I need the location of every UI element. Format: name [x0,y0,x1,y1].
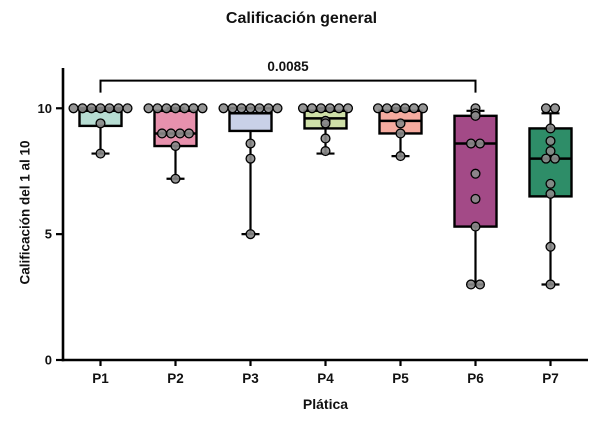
data-point [545,241,556,252]
y-tick-label: 5 [45,227,52,242]
data-point [545,146,556,157]
data-point [545,135,556,147]
data-point [474,138,486,149]
data-point [77,103,88,114]
data-point [540,153,552,164]
x-tick-label: P4 [317,371,334,386]
data-point [320,133,331,144]
data-point [245,103,256,114]
data-point [395,151,406,162]
significance-p-value: 0.0085 [267,59,309,74]
data-point [152,103,163,114]
data-point [408,103,420,114]
data-point [104,103,115,114]
x-tick-label: P5 [392,371,409,386]
data-point [245,229,256,240]
data-point [263,103,274,114]
data-point [227,103,238,114]
data-point [465,279,477,290]
data-point [470,110,481,121]
data-point [161,103,172,114]
data-point [95,118,106,129]
data-point [315,103,327,114]
data-point [68,103,79,114]
data-point [372,103,384,114]
box-P2 [153,109,198,148]
data-point [236,103,247,114]
data-point [395,128,406,139]
data-point [245,153,256,164]
x-tick-label: P2 [167,371,184,386]
data-point [170,140,181,152]
data-point [470,168,481,179]
y-tick-label: 0 [45,353,52,368]
data-point [170,173,181,184]
data-point [197,103,208,114]
x-axis-label: Plática [302,396,349,412]
data-point [218,103,229,114]
data-point [465,138,477,149]
x-tick-label: P1 [92,371,109,386]
data-point [320,146,331,157]
data-point [245,138,256,149]
data-point [417,103,429,114]
data-point [156,128,168,139]
data-point [390,103,402,114]
data-point [545,188,556,199]
data-point [470,193,481,204]
data-point [272,103,283,114]
data-point [122,103,133,114]
data-point [95,103,106,114]
data-point [86,103,97,114]
x-tick-label: P3 [242,371,259,386]
data-point [470,221,481,232]
data-point [333,103,345,114]
chart-title: Calificación general [225,10,378,27]
data-point [179,103,190,114]
data-point [165,128,177,139]
data-point [95,148,106,159]
data-point [113,103,124,114]
data-point [174,128,186,139]
data-point [545,279,556,290]
y-axis-label: Calificación del 1 al 10 [17,140,33,285]
data-point [188,103,199,114]
data-point [549,153,561,164]
data-point [545,178,556,189]
data-point [143,103,154,114]
data-point [306,103,318,114]
y-tick-label: 10 [38,101,52,116]
data-point [399,103,411,114]
data-point [324,103,336,114]
data-point [183,128,195,139]
data-point [549,103,561,114]
data-point [545,123,556,134]
data-point [320,118,331,129]
data-point [254,103,265,114]
data-point [342,103,354,114]
data-point [395,118,406,129]
x-tick-label: P7 [542,371,559,386]
data-point [170,103,181,114]
significance-bracket [99,79,477,93]
x-tick-label: P6 [467,371,484,386]
data-point [381,103,393,114]
data-point [297,103,309,114]
data-point [474,279,486,290]
data-point [540,103,552,114]
